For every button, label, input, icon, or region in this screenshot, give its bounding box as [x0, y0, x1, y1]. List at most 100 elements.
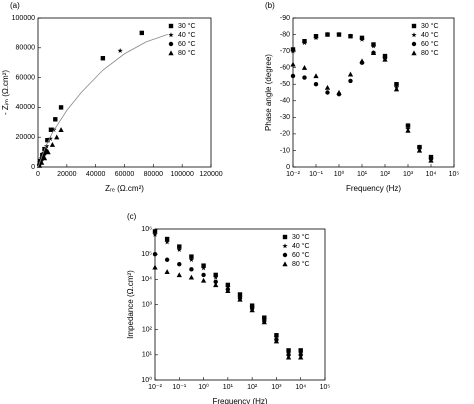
point — [428, 157, 434, 163]
x-axis-label: Zᵣₑ (Ω.cm²) — [105, 184, 144, 193]
y-tick-label: -80 — [280, 31, 290, 38]
y-tick-label: -20 — [280, 131, 290, 138]
point — [302, 75, 307, 80]
x-tick-label: 60000 — [115, 171, 135, 178]
point — [405, 123, 411, 128]
point — [177, 244, 182, 249]
y-tick-label: 100000 — [12, 15, 35, 22]
point — [416, 147, 423, 153]
legend-label: 30 °C — [178, 22, 196, 30]
y-axis-label: Impedance (Ω.cm²) — [126, 270, 135, 339]
y-tick-label: 10⁵ — [141, 251, 152, 258]
legend-marker — [411, 41, 417, 47]
point — [176, 272, 182, 278]
point — [139, 30, 144, 36]
y-tick-label: 20000 — [16, 134, 36, 141]
point — [347, 33, 354, 39]
legend-marker — [282, 261, 288, 267]
y-tick-label: -40 — [280, 98, 290, 105]
x-tick-label: 10⁵ — [449, 171, 460, 178]
x-tick-label: 10⁴ — [295, 384, 306, 391]
point — [152, 231, 158, 237]
legend-marker — [168, 41, 174, 47]
point — [393, 86, 400, 92]
x-tick-label: 10³ — [271, 384, 282, 391]
legend-label: 30 °C — [292, 233, 310, 241]
point — [177, 261, 182, 267]
point — [48, 127, 54, 132]
point — [164, 236, 170, 242]
y-tick-label: 10³ — [142, 301, 153, 308]
point — [290, 48, 296, 54]
point — [213, 279, 218, 284]
point — [301, 40, 308, 46]
y-tick-label: 0 — [286, 164, 290, 171]
point — [213, 274, 219, 280]
point — [324, 84, 331, 90]
point — [273, 334, 280, 340]
legend-marker — [411, 23, 417, 29]
legend-label: 40 °C — [292, 242, 310, 250]
point — [188, 256, 195, 263]
x-tick-label: 10⁻² — [286, 171, 300, 178]
y-tick-label: 80000 — [16, 45, 36, 52]
point — [347, 71, 354, 77]
x-tick-label: 80000 — [144, 171, 164, 178]
point — [188, 274, 195, 280]
point — [58, 105, 64, 110]
legend-label: 80 °C — [292, 260, 310, 268]
point — [225, 288, 231, 294]
y-axis-label: - Zᵢₘ (Ω.cm²) — [1, 70, 10, 115]
point — [43, 143, 50, 149]
point — [225, 284, 231, 290]
legend-marker — [411, 32, 417, 38]
x-tick-label: 10² — [247, 384, 258, 391]
point — [117, 47, 123, 54]
point — [54, 134, 60, 140]
point — [189, 254, 194, 259]
point — [41, 155, 48, 161]
y-tick-label: -60 — [280, 65, 290, 72]
point — [45, 137, 50, 143]
x-tick-label: 10⁰ — [334, 170, 345, 178]
x-tick-label: 100000 — [170, 171, 193, 178]
point — [336, 89, 342, 95]
point — [359, 58, 365, 64]
fit-line — [37, 34, 168, 168]
x-axis-label: Frequency (Hz) — [346, 184, 401, 193]
point — [394, 82, 399, 87]
legend-marker — [282, 252, 288, 258]
point — [405, 127, 411, 133]
legend-label: 40 °C — [178, 31, 196, 39]
y-tick-label: 10⁶ — [141, 226, 152, 233]
point — [200, 265, 207, 271]
plot-frame — [292, 17, 455, 168]
point — [285, 350, 292, 356]
point — [213, 282, 219, 288]
point — [313, 35, 319, 41]
point — [298, 354, 304, 360]
point — [285, 354, 292, 360]
legend-label: 80 °C — [421, 49, 439, 57]
legend-marker — [411, 50, 417, 56]
point — [298, 350, 304, 356]
legend-label: 60 °C — [421, 40, 439, 48]
x-tick-label: 40000 — [86, 171, 106, 178]
legend-label: 30 °C — [421, 22, 439, 30]
x-tick-label: 10² — [380, 171, 391, 178]
legend-marker — [168, 50, 174, 56]
x-tick-label: 10³ — [403, 171, 414, 178]
legend-marker — [168, 23, 174, 29]
x-tick-label: 10⁰ — [198, 383, 209, 391]
x-tick-label: 10⁻² — [148, 384, 162, 391]
point — [370, 43, 377, 49]
point — [189, 267, 194, 272]
x-tick-label: 10¹ — [223, 384, 234, 391]
panel-label: (c) — [127, 212, 137, 221]
point — [301, 65, 308, 70]
legend-label: 60 °C — [178, 40, 196, 48]
y-tick-label: -90 — [280, 15, 290, 22]
point — [38, 159, 45, 165]
point — [237, 296, 243, 302]
